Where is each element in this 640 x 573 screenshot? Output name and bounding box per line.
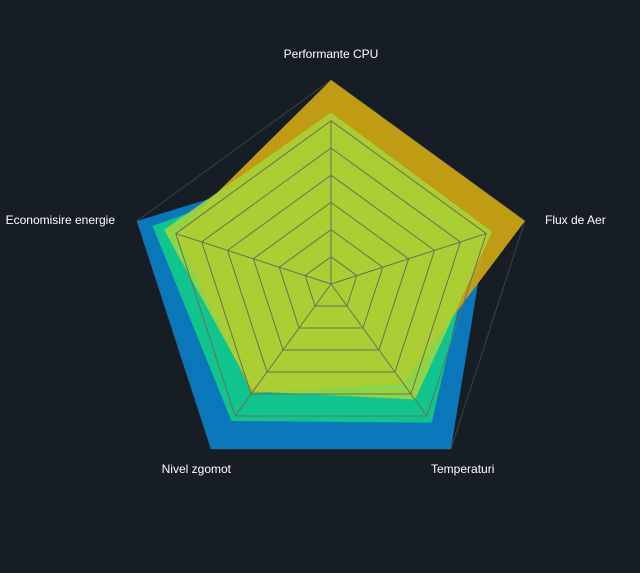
grid-spoke [330, 283, 428, 417]
series-area-4 [164, 112, 493, 400]
grid-spoke [234, 283, 332, 417]
axis-label-temperature: Temperaturi [431, 462, 494, 476]
grid-ring [201, 147, 461, 395]
axis-labels: Performante CPU Flux de Aer Temperaturi … [6, 47, 606, 476]
radar-grid [175, 120, 487, 417]
axis-label-cpu: Performante CPU [284, 47, 379, 61]
grid-spoke [175, 233, 332, 285]
grid-spoke [330, 233, 487, 285]
grid-ring [252, 201, 410, 351]
axis-label-energy: Economisire energie [6, 213, 116, 227]
axis-label-noise: Nivel zgomot [162, 462, 232, 476]
grid-ring [175, 120, 487, 417]
grid-ring [304, 256, 358, 307]
grid-ring [226, 174, 436, 373]
axis-label-airflow: Flux de Aer [545, 213, 606, 227]
grid-ring [278, 228, 384, 329]
series-areas [136, 80, 526, 450]
